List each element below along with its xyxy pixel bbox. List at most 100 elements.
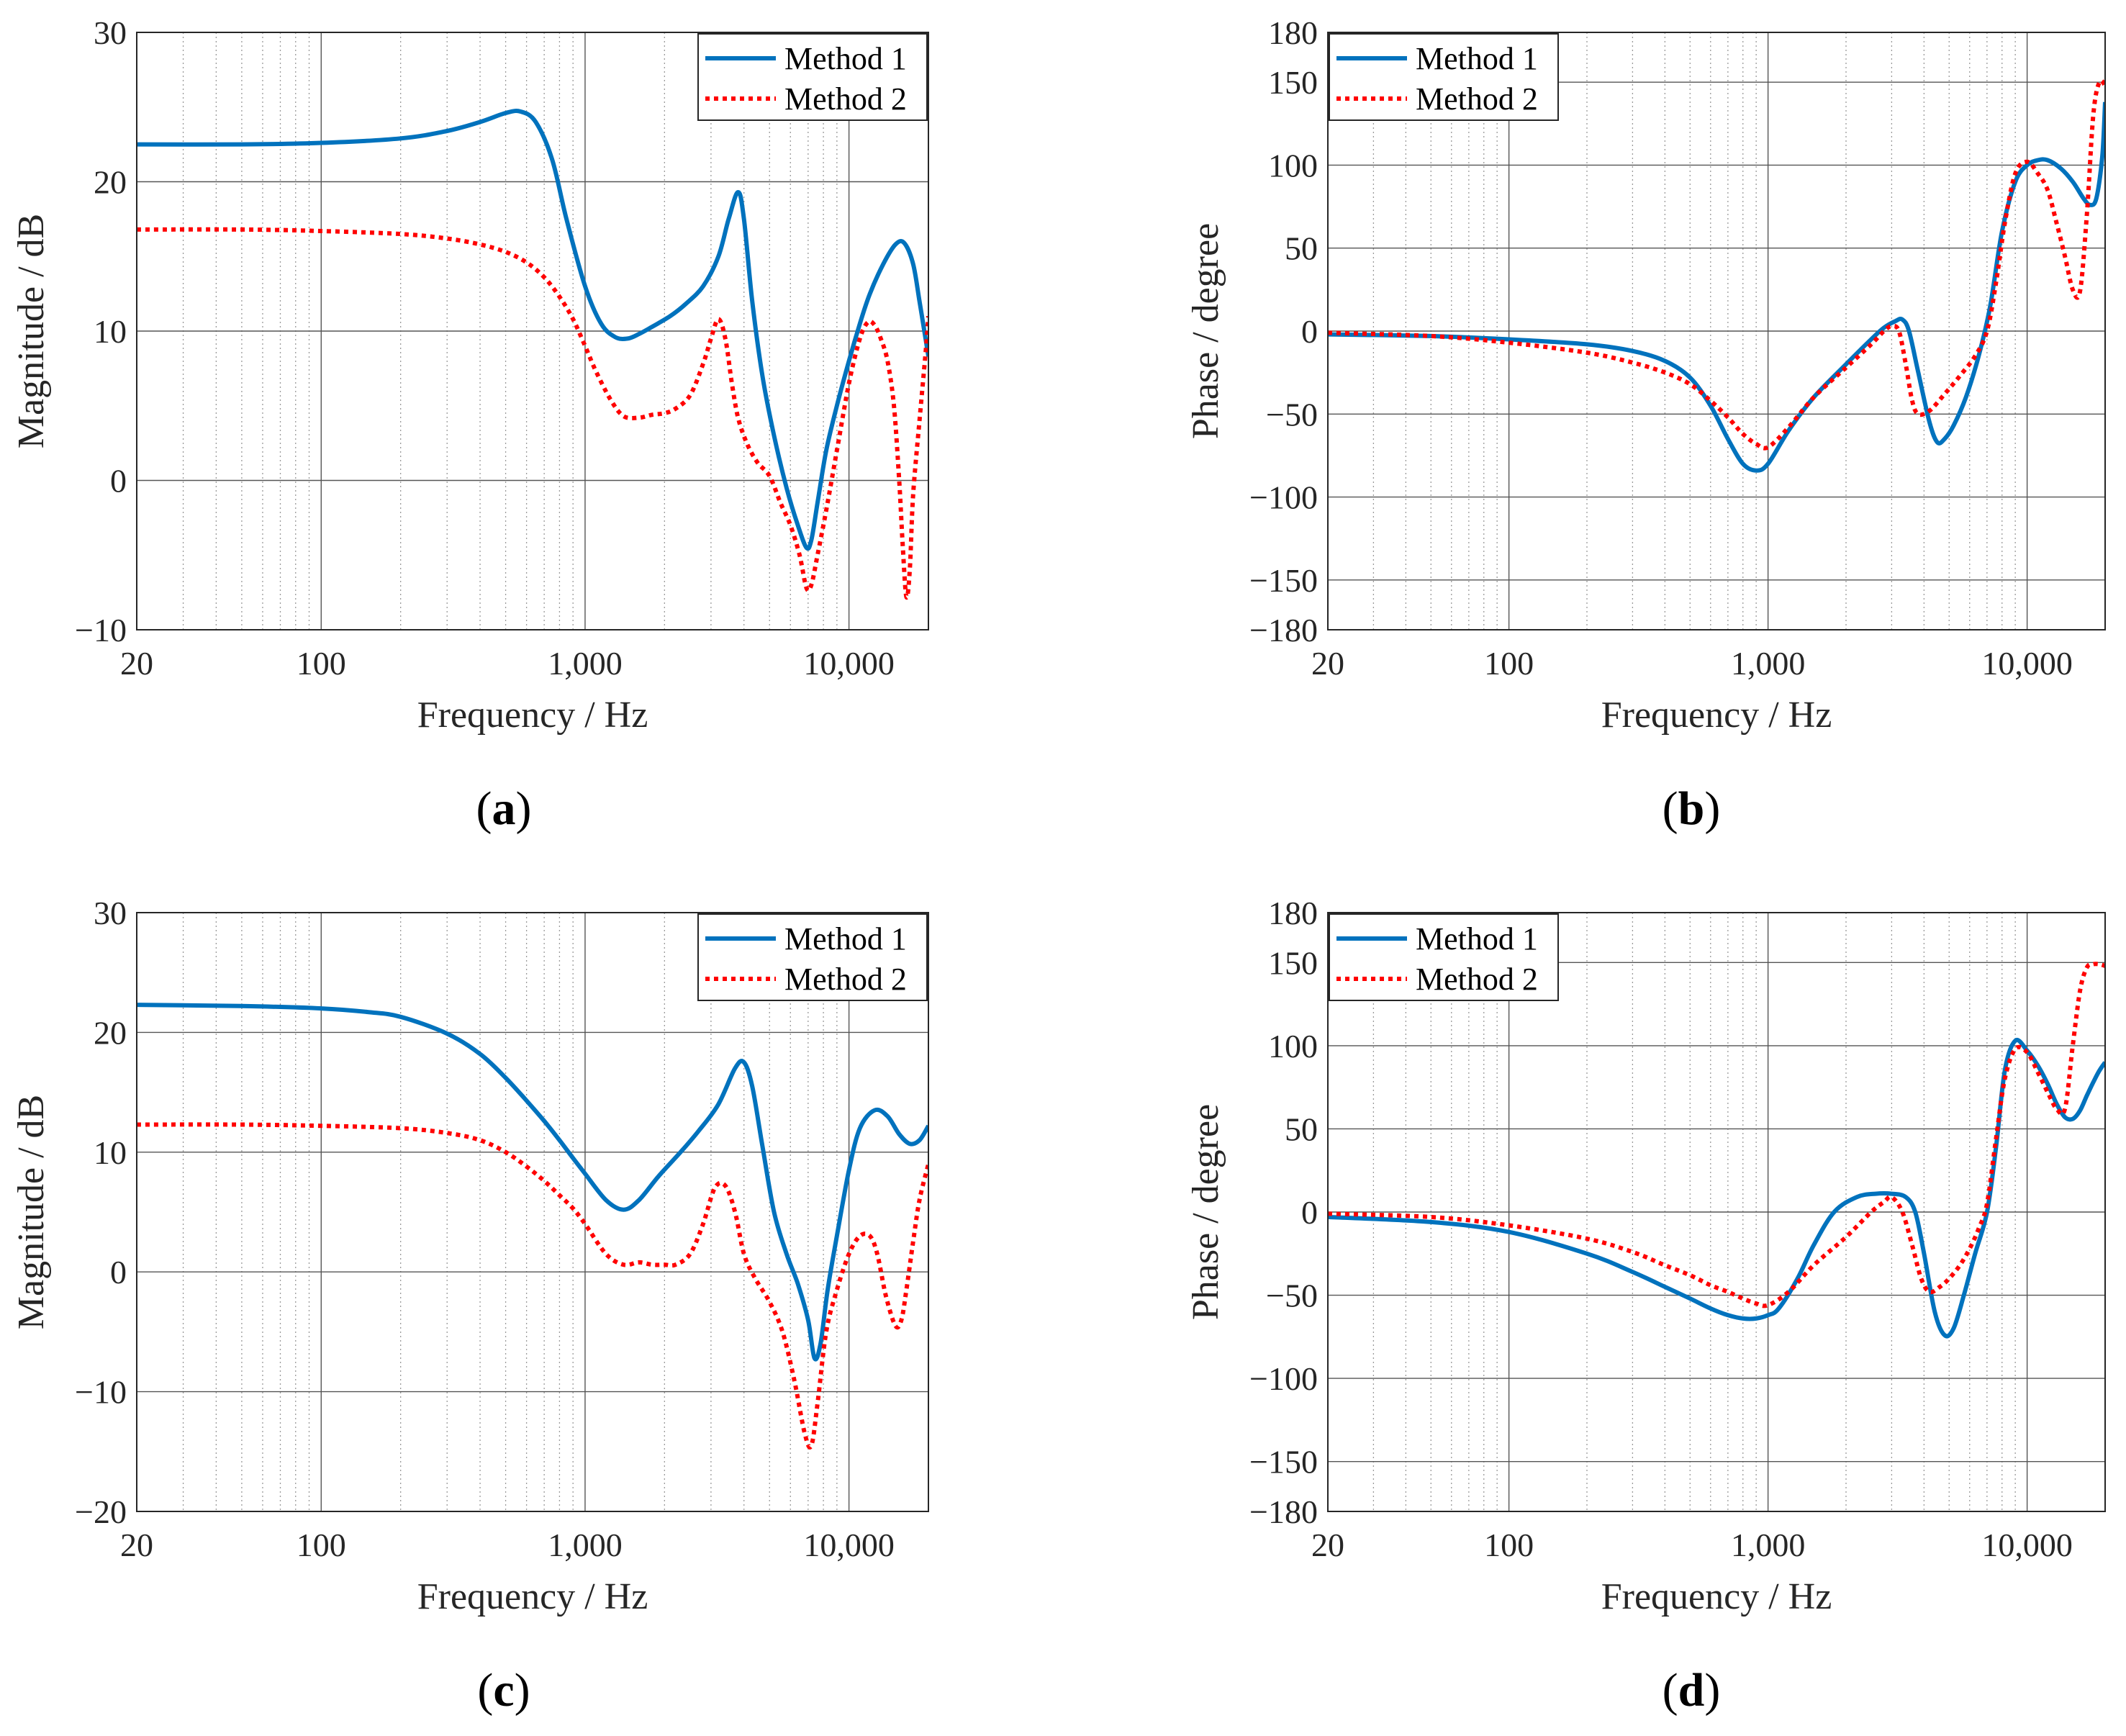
y-tick-label: −150 — [1249, 562, 1318, 599]
legend-label-method-2: Method 2 — [784, 81, 907, 117]
y-axis-label-b: Phase / degree — [1185, 223, 1226, 439]
y-tick-label: −10 — [75, 1374, 127, 1411]
y-tick-label: 50 — [1285, 230, 1318, 267]
series-line-method-2 — [1328, 78, 2105, 451]
legend-c: Method 1 Method 2 — [697, 913, 928, 1001]
series-line-method-2 — [137, 1122, 928, 1450]
x-tick-label: 1,000 — [548, 1527, 623, 1563]
caption-letter-b: b — [1678, 782, 1705, 835]
y-tick-label: 50 — [1285, 1111, 1318, 1147]
x-tick-label: 1,000 — [548, 645, 623, 682]
y-tick-label: 0 — [1301, 1194, 1318, 1231]
ticks-d: 20 100 1,000 10,000 −180 −150 −100 −50 0 50 100 150… — [1249, 895, 2073, 1563]
y-tick-label: −150 — [1249, 1444, 1318, 1480]
x-tick-label: 10,000 — [1981, 645, 2073, 682]
caption-c: (c) — [477, 1664, 530, 1717]
x-tick-label: 20 — [120, 645, 153, 682]
x-tick-label: 100 — [1484, 645, 1534, 682]
x-tick-label: 20 — [120, 1527, 153, 1563]
legend-label-method-2: Method 2 — [1416, 962, 1538, 997]
caption-a: (a) — [476, 782, 532, 835]
y-tick-label: 150 — [1268, 64, 1318, 101]
x-tick-label: 1,000 — [1731, 645, 1806, 682]
y-tick-label: −10 — [75, 612, 127, 648]
panel-c: 20 100 1,000 10,000 −20 −10 0 10 20 30 Frequency … — [11, 895, 929, 1717]
y-axis-label-a: Magnitude / dB — [11, 214, 52, 448]
x-tick-label: 20 — [1311, 645, 1344, 682]
x-tick-label: 20 — [1311, 1527, 1344, 1563]
y-tick-label: 180 — [1268, 14, 1318, 51]
y-axis-label-d: Phase / degree — [1185, 1104, 1226, 1320]
plot-frame-b — [1327, 32, 2106, 630]
series-b — [1328, 78, 2105, 473]
y-tick-label: −100 — [1249, 1360, 1318, 1397]
y-tick-label: 30 — [94, 895, 127, 931]
y-tick-label: 20 — [94, 164, 127, 201]
panel-a: 20 100 1,000 10,000 −10 0 10 20 30 Frequency / H… — [11, 14, 929, 835]
x-tick-label: 10,000 — [803, 1527, 895, 1563]
x-axis-label-c: Frequency / Hz — [417, 1576, 648, 1617]
y-tick-label: 0 — [110, 1254, 127, 1290]
x-axis-label-d: Frequency / Hz — [1601, 1576, 1832, 1617]
y-tick-label: 30 — [94, 14, 127, 51]
plot-frame-d — [1327, 912, 2106, 1512]
legend-label-method-1: Method 1 — [1416, 921, 1538, 957]
ticks-a: 20 100 1,000 10,000 −10 0 10 20 30 — [75, 14, 895, 682]
series-line-method-1 — [1328, 1038, 2105, 1339]
ticks-c: 20 100 1,000 10,000 −20 −10 0 10 20 30 — [75, 895, 895, 1563]
x-axis-label-a: Frequency / Hz — [417, 695, 648, 736]
caption-b: (b) — [1663, 782, 1721, 835]
x-tick-label: 100 — [1484, 1527, 1534, 1563]
y-tick-label: 0 — [110, 463, 127, 499]
grid-a — [137, 32, 928, 630]
x-tick-label: 10,000 — [803, 645, 895, 682]
legend-box — [1329, 913, 1559, 1001]
y-tick-label: −20 — [75, 1493, 127, 1530]
y-tick-label: −50 — [1266, 396, 1318, 433]
panel-d: 20 100 1,000 10,000 −180 −150 −100 −50 0 50 100 150… — [1185, 895, 2106, 1717]
grid-c — [137, 913, 928, 1511]
y-axis-label-c: Magnitude / dB — [11, 1095, 52, 1329]
panel-b: 20 100 1,000 10,000 −180 −150 −100 −50 0 50 100 150… — [1185, 14, 2106, 835]
grid-b — [1328, 32, 2105, 630]
series-line-method-1 — [137, 109, 928, 551]
series-line-method-1 — [1328, 101, 2105, 473]
legend-b: Method 1 Method 2 — [1329, 33, 1559, 121]
series-c — [137, 1003, 928, 1450]
y-tick-label: 180 — [1268, 895, 1318, 931]
legend-label-method-1: Method 1 — [1416, 41, 1538, 76]
y-tick-label: 10 — [94, 313, 127, 350]
y-tick-label: 100 — [1268, 147, 1318, 184]
series-a — [137, 109, 928, 600]
y-tick-label: 20 — [94, 1014, 127, 1051]
legend-box — [1329, 33, 1559, 121]
y-tick-label: 100 — [1268, 1028, 1318, 1064]
series-line-method-1 — [137, 1003, 928, 1362]
legend-a: Method 1 Method 2 — [697, 33, 928, 121]
x-tick-label: 10,000 — [1981, 1527, 2073, 1563]
plot-frame-a — [136, 32, 929, 630]
y-tick-label: 150 — [1268, 944, 1318, 981]
x-tick-label: 1,000 — [1731, 1527, 1806, 1563]
caption-letter-a: a — [492, 782, 516, 835]
x-tick-label: 100 — [297, 645, 346, 682]
y-tick-label: −180 — [1249, 1493, 1318, 1530]
x-axis-label-b: Frequency / Hz — [1601, 695, 1832, 736]
legend-label-method-2: Method 2 — [784, 962, 907, 997]
caption-d: (d) — [1663, 1664, 1721, 1717]
legend-box — [697, 33, 928, 121]
caption-letter-c: c — [493, 1664, 514, 1717]
y-tick-label: −180 — [1249, 612, 1318, 648]
legend-d: Method 1 Method 2 — [1329, 913, 1559, 1001]
series-d — [1328, 962, 2105, 1339]
y-tick-label: 10 — [94, 1134, 127, 1171]
x-tick-label: 100 — [297, 1527, 346, 1563]
legend-label-method-1: Method 1 — [784, 41, 907, 76]
series-line-method-2 — [137, 227, 928, 600]
grid-d — [1328, 913, 2105, 1511]
caption-letter-d: d — [1678, 1664, 1705, 1717]
plot-frame-c — [136, 912, 929, 1512]
legend-label-method-1: Method 1 — [784, 921, 907, 957]
